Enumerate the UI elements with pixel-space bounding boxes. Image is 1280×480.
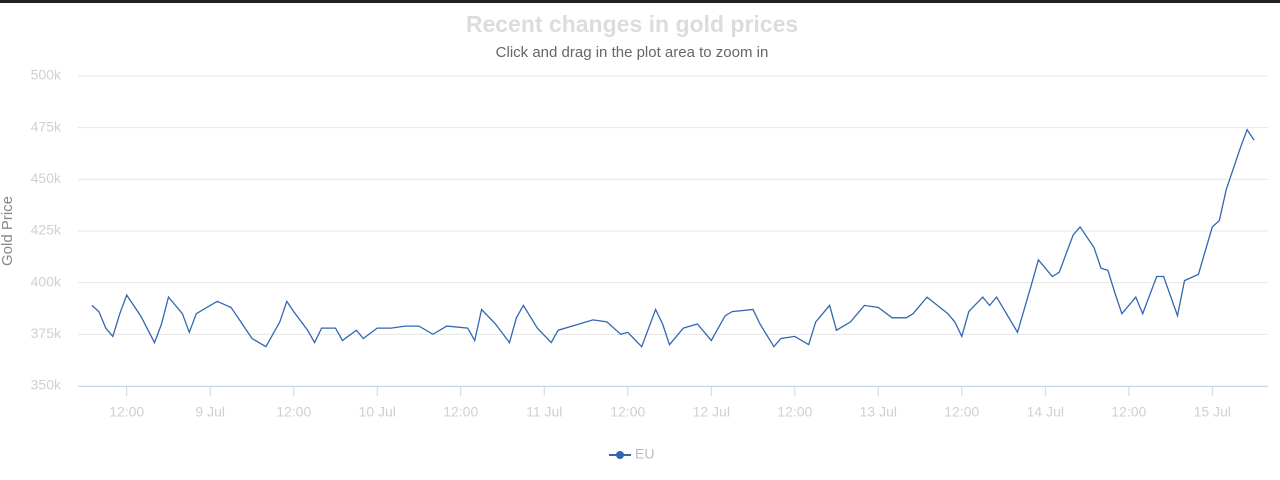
x-tick-label: 12 Jul	[693, 404, 730, 420]
y-tick-label: 475k	[31, 118, 62, 134]
x-tick-label: 12:00	[610, 404, 645, 420]
x-tick-label: 13 Jul	[860, 404, 897, 420]
x-tick-label: 11 Jul	[526, 404, 562, 420]
chart-subtitle: Click and drag in the plot area to zoom …	[496, 44, 769, 61]
x-tick-label: 12:00	[443, 404, 478, 420]
legend-marker[interactable]	[616, 451, 624, 459]
top-border	[0, 0, 1280, 3]
x-tick-label: 12:00	[777, 404, 812, 420]
x-tick-label: 12:00	[944, 404, 979, 420]
legend-label[interactable]: EU	[635, 446, 654, 462]
y-tick-label: 450k	[31, 170, 62, 186]
x-tick-label: 12:00	[276, 404, 311, 420]
x-tick-label: 14 Jul	[1027, 404, 1064, 420]
y-tick-label: 500k	[31, 67, 62, 83]
chart-title: Recent changes in gold prices	[466, 11, 798, 37]
x-tick-label: 12:00	[1111, 404, 1146, 420]
y-tick-label: 400k	[31, 273, 62, 289]
x-tick-label: 12:00	[109, 404, 144, 420]
x-tick-label: 15 Jul	[1194, 404, 1231, 420]
x-tick-label: 10 Jul	[359, 404, 396, 420]
line-series	[91, 128, 1255, 348]
y-tick-label: 375k	[31, 325, 62, 341]
y-tick-label: 425k	[31, 222, 62, 238]
y-axis-title: Gold Price	[0, 196, 16, 266]
y-tick-label: 350k	[31, 377, 62, 393]
x-tick-label: 9 Jul	[195, 404, 225, 420]
